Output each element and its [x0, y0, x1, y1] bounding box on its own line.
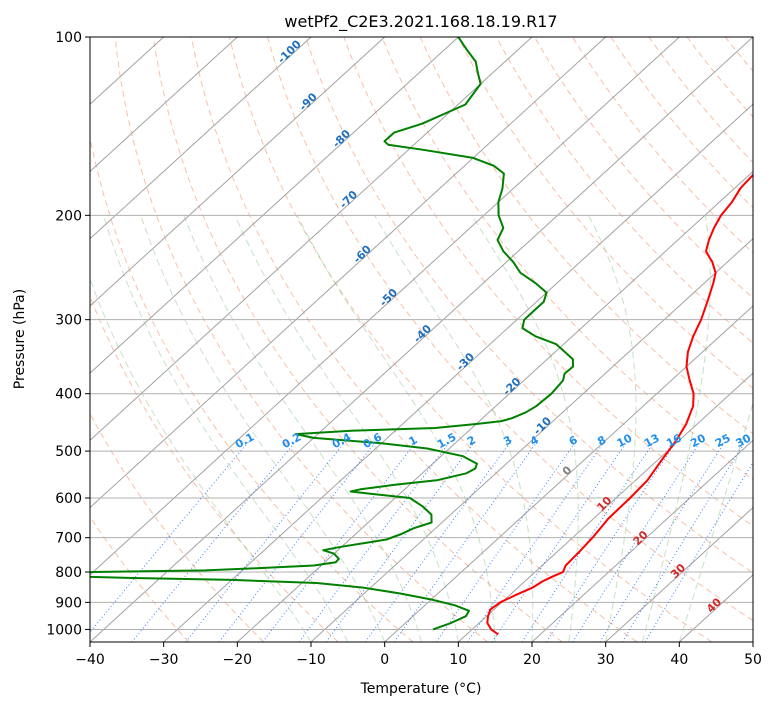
mixing-ratio-line: [644, 461, 753, 642]
x-tick-label: 30: [597, 652, 615, 668]
mixing-ratio-line: [90, 440, 250, 633]
mixing-ratio-line: [572, 440, 702, 642]
y-axis-label: Pressure (hPa): [12, 289, 28, 389]
isotherm-line: [236, 170, 753, 642]
isotherm-line: [605, 506, 753, 642]
mixing-ratio-label: 13: [642, 431, 662, 450]
y-tick-label: 300: [55, 313, 82, 329]
background-lines: [90, 37, 753, 642]
isotherm-line: [384, 305, 753, 642]
isotherm-line: [90, 37, 459, 374]
plot-frame: [89, 36, 754, 643]
isotherm-line: [90, 37, 533, 442]
dry-adiabat-line: [90, 135, 414, 642]
dry-adiabat-line: [419, 37, 753, 435]
mixing-ratio-line: [131, 440, 297, 642]
x-tick-label: −10: [296, 652, 326, 668]
moist-adiabat-line: [183, 215, 422, 642]
y-tick-label: 700: [55, 531, 82, 547]
isotherm-line: [90, 37, 312, 240]
chart-title: wetPf2_C2E3.2021.168.18.19.R17: [284, 12, 557, 32]
dry-adiabat-line: [495, 37, 753, 344]
temperature-profile-line: [486, 173, 753, 636]
mixing-ratio-line: [467, 440, 606, 642]
dry-adiabat-line: [90, 412, 264, 642]
isotherm-line: [310, 237, 753, 642]
moist-adiabat-line: [374, 215, 534, 642]
x-axis-label: Temperature (°C): [360, 681, 482, 697]
y-tick-label: 400: [55, 387, 82, 403]
mixing-ratio-label: 10: [615, 431, 635, 450]
dry-adiabat-line: [343, 37, 753, 527]
dry-adiabat-line: [152, 37, 563, 642]
x-tick-label: −40: [75, 652, 105, 668]
isotherm-line: [90, 37, 386, 307]
y-axis: 100 200 300 400 500 600 700 800 900 1000: [46, 30, 90, 638]
moist-adiabat-line: [103, 215, 349, 642]
y-tick-label: 800: [55, 565, 82, 581]
mixing-ratio-label: 20: [688, 431, 708, 450]
profiles: [90, 37, 753, 636]
mixing-ratio-line: [545, 440, 678, 642]
dry-adiabat-line: [534, 37, 753, 299]
mixing-ratio-label: 30: [734, 431, 754, 450]
isotherm-line: [90, 37, 238, 173]
mixing-ratio-line: [218, 440, 378, 642]
x-axis: −40 −30 −20 −10 0 10 20 30 40 50: [75, 642, 762, 668]
y-tick-label: 600: [55, 491, 82, 507]
isotherm-line: [90, 37, 607, 509]
mixing-ratio-line: [298, 440, 452, 642]
x-tick-label: 10: [449, 652, 467, 668]
y-tick-label: 500: [55, 444, 82, 460]
x-tick-label: −20: [223, 652, 253, 668]
x-tick-label: 40: [670, 652, 688, 668]
x-tick-label: −30: [149, 652, 179, 668]
mixing-ratio-line: [621, 440, 747, 642]
moist-adiabat-line: [678, 401, 753, 642]
y-tick-label: 1000: [46, 622, 82, 638]
x-tick-label: 20: [523, 652, 541, 668]
moist-adiabat-line: [642, 215, 711, 642]
mixing-ratio-label: 25: [713, 431, 733, 450]
mixing-ratio-line: [435, 440, 578, 642]
isotherm-line: [90, 37, 680, 576]
moist-adiabat-line: [140, 215, 386, 642]
dewpoint-profile-line: [90, 37, 574, 631]
isotherm-line: [163, 103, 753, 642]
dry-adiabat-line: [457, 37, 753, 389]
dry-adiabat-line: [190, 37, 638, 642]
isotherm-line: [531, 439, 753, 642]
moist-adiabat-line: [90, 277, 312, 642]
dry-adiabat-line: [229, 37, 712, 642]
mixing-ratio-line: [491, 440, 629, 642]
dry-adiabat-line: [267, 37, 753, 622]
mixing-ratio-label: 16: [664, 431, 684, 450]
x-tick-label: 50: [744, 652, 762, 668]
mixing-ratio-line: [262, 440, 418, 642]
mixing-ratio-line: [599, 440, 727, 642]
y-tick-label: 100: [55, 30, 82, 46]
isotherm-line: [457, 372, 753, 642]
moist-adiabat-line: [296, 215, 496, 642]
moist-adiabat-line: [588, 215, 637, 642]
y-tick-label: 900: [55, 595, 82, 611]
dry-adiabat-line: [305, 37, 753, 574]
mixing-ratio-line: [325, 440, 476, 642]
dry-adiabat-line: [90, 515, 190, 642]
isotherm-line: [90, 37, 753, 642]
x-tick-label: 0: [380, 652, 389, 668]
y-tick-label: 200: [55, 208, 82, 224]
